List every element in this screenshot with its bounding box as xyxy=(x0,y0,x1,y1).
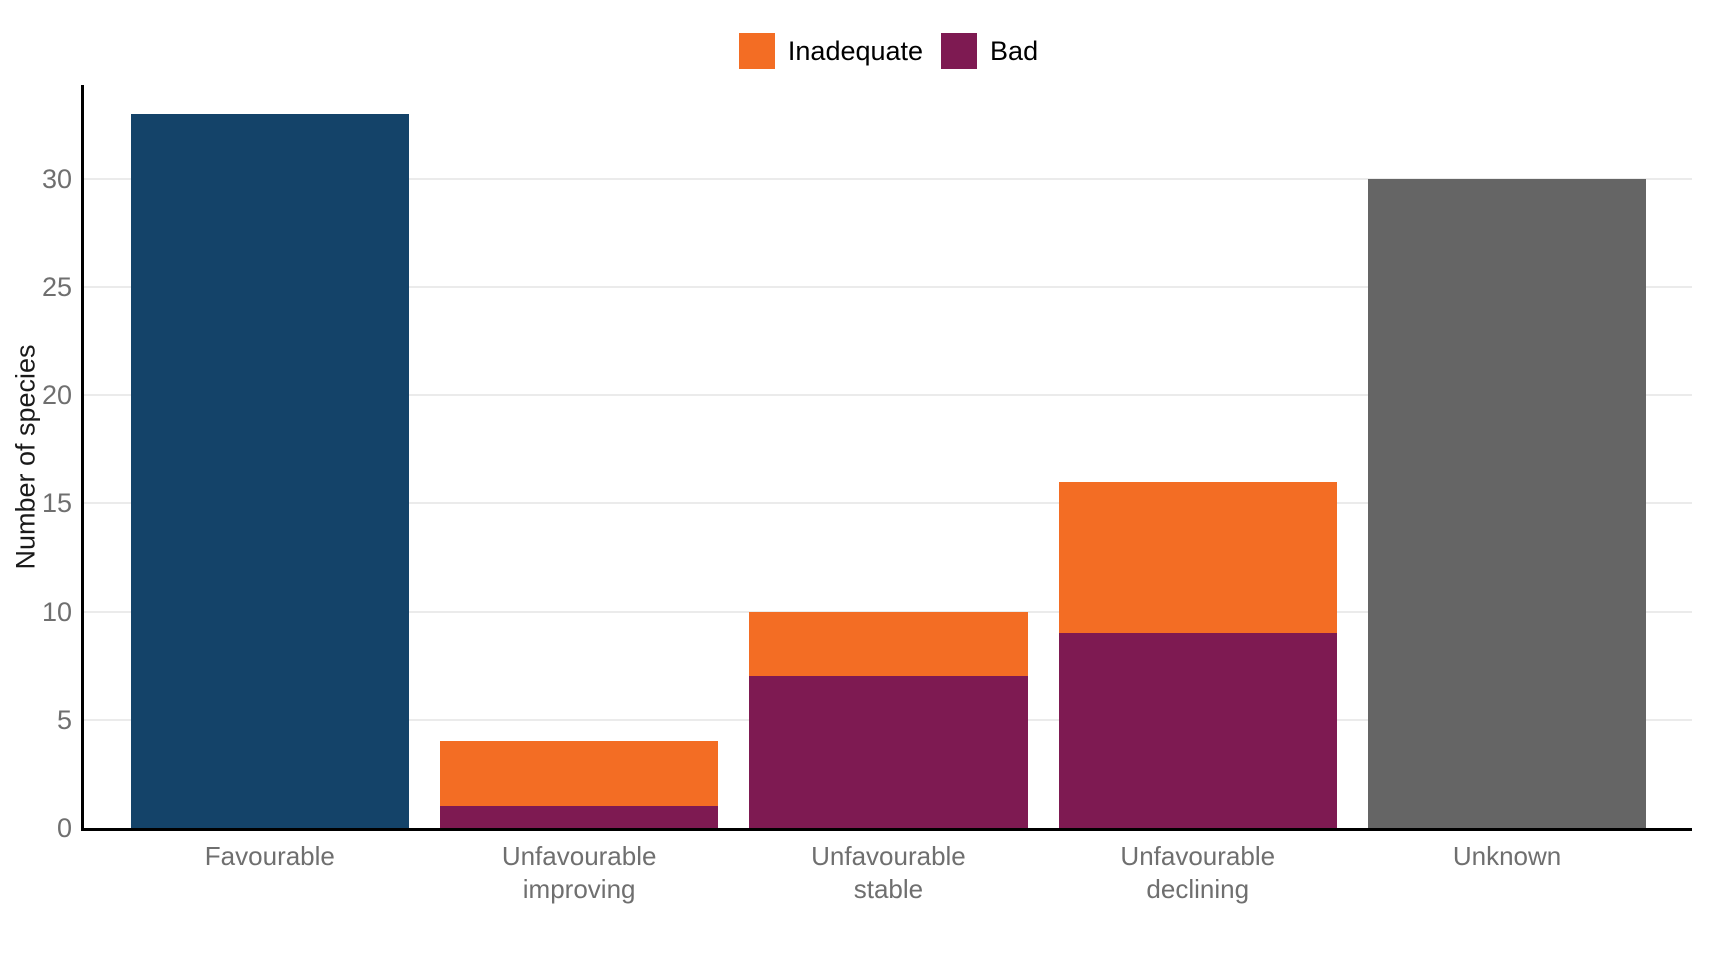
bar-unknown-unknown xyxy=(1367,178,1647,828)
bar-unfavourable-declining-inadequate xyxy=(1058,481,1337,634)
y-tick-label-25: 25 xyxy=(41,271,72,302)
bar-unfavourable-stable-inadequate xyxy=(749,611,1028,677)
grid-line-30 xyxy=(84,177,1692,180)
x-category-label-unfavourable-declining: Unfavourable declining xyxy=(1120,840,1275,906)
y-tick-label-5: 5 xyxy=(56,704,72,735)
x-category-label-line: Unfavourable xyxy=(1120,841,1276,871)
grid-line-25 xyxy=(84,285,1692,288)
grid-line-15 xyxy=(84,502,1692,505)
legend-swatch-bad-icon xyxy=(941,33,978,69)
bar-unfavourable-improving-bad xyxy=(440,806,719,828)
x-category-label-line: Unfavourable xyxy=(811,841,966,871)
x-category-label-line: improving xyxy=(522,874,636,904)
x-axis-line xyxy=(81,828,1692,831)
y-axis-line xyxy=(81,85,84,831)
y-tick-label-20: 20 xyxy=(41,380,72,411)
legend: Inadequate Bad xyxy=(85,30,1692,72)
bar-unfavourable-stable-bad xyxy=(749,676,1028,828)
y-tick-label-0: 0 xyxy=(56,813,72,843)
y-tick-label-15: 15 xyxy=(41,488,72,519)
x-category-label-unfavourable-stable: Unfavourable stable xyxy=(811,840,966,906)
legend-swatch-inadequate-icon xyxy=(738,33,775,69)
legend-item-bad[interactable]: Bad xyxy=(941,33,1038,69)
x-category-label-line: Favourable xyxy=(204,841,335,871)
y-tick-label-10: 10 xyxy=(41,596,72,627)
x-category-label-line: Unfavourable xyxy=(501,841,657,871)
bar-unfavourable-declining-bad xyxy=(1058,633,1337,828)
grid-line-20 xyxy=(84,394,1692,397)
x-category-label-line: Unknown xyxy=(1452,841,1562,871)
x-category-label-line: stable xyxy=(853,874,924,904)
legend-label-bad: Bad xyxy=(990,36,1039,66)
legend-item-inadequate[interactable]: Inadequate xyxy=(738,33,924,69)
bar-favourable-favourable xyxy=(130,113,409,828)
x-category-label-unknown: Unknown xyxy=(1453,840,1561,873)
bar-unfavourable-improving-inadequate xyxy=(440,741,719,807)
y-tick-label-30: 30 xyxy=(41,163,72,194)
x-category-label-favourable: Favourable xyxy=(205,840,335,873)
x-category-label-line: declining xyxy=(1146,874,1250,904)
legend-label-inadequate: Inadequate xyxy=(787,36,924,66)
x-category-label-unfavourable-improving: Unfavourable improving xyxy=(502,840,657,906)
